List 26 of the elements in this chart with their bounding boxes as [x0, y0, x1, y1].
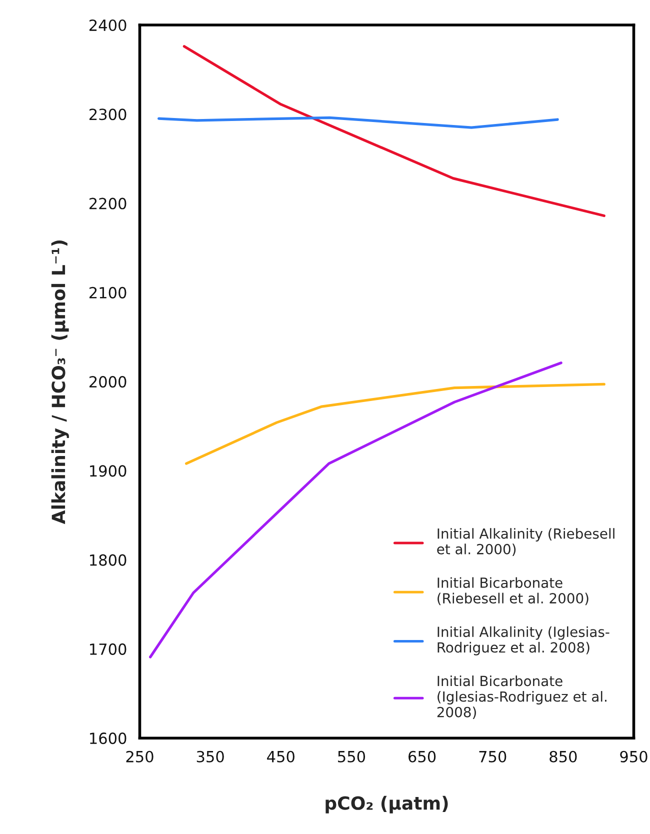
- legend-label: Initial Bicarbonate (Riebesell et al. 2000): [438, 577, 588, 606]
- y-tick-label: 2000: [89, 376, 126, 388]
- x-tick-label: 750: [479, 750, 506, 762]
- y-tick-label: 2300: [89, 108, 126, 120]
- line-series: [185, 382, 606, 465]
- x-tick-label: 950: [620, 750, 648, 762]
- x-tick-label: 550: [338, 750, 366, 762]
- y-tick-label: 1700: [90, 643, 126, 655]
- y-axis-title: Alkalinity / HCO₃⁻ (μmol L⁻¹): [51, 240, 69, 524]
- y-tick-label: 1600: [90, 732, 126, 744]
- legend-label: Initial Alkalinity (Iglesias- Rodriguez et al. 2008): [438, 626, 610, 656]
- y-tick-label: 1900: [90, 465, 126, 477]
- y-tick-label: 2100: [89, 286, 126, 298]
- x-tick-label: 350: [196, 750, 224, 762]
- x-tick-label: 650: [408, 750, 436, 762]
- legend-label: Initial Bicarbonate (Iglesias-Rodriguez et al. 2008): [437, 675, 606, 719]
- legend-label: Initial Alkalinity (Riebesell et al. 2000): [437, 528, 614, 556]
- y-tick-label: 1800: [90, 554, 126, 566]
- x-tick-label: 250: [126, 750, 154, 762]
- x-tick-label: 850: [550, 750, 577, 762]
- x-tick-label: 450: [267, 750, 294, 762]
- line-series: [157, 116, 559, 129]
- line-series: [182, 45, 606, 218]
- x-axis-title: pCO₂ (μatm): [326, 796, 448, 814]
- y-tick-label: 2400: [89, 19, 126, 32]
- y-tick-label: 2200: [89, 198, 126, 210]
